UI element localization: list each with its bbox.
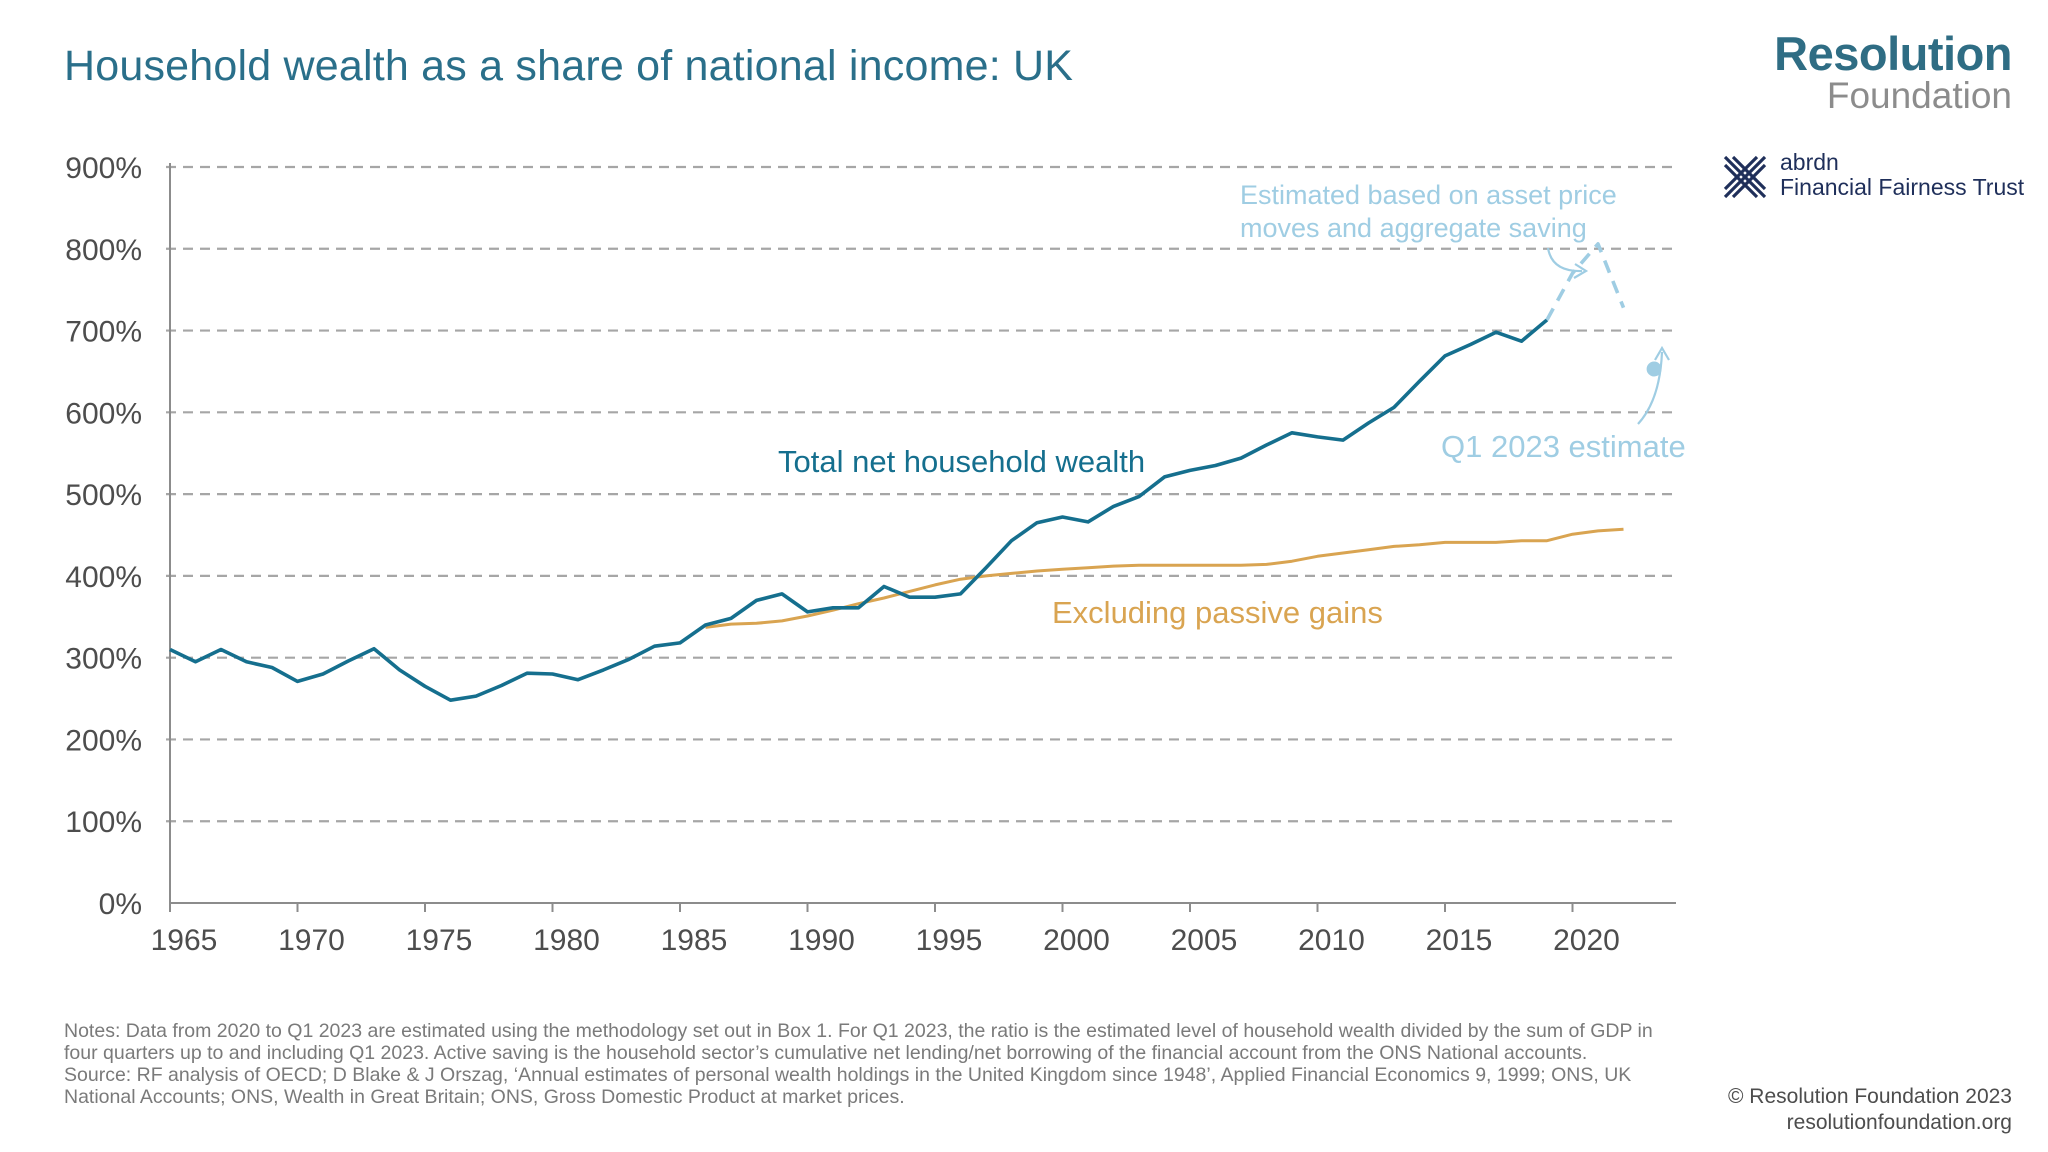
- website-link[interactable]: resolutionfoundation.org: [1786, 1111, 2012, 1135]
- x-tick-label: 2010: [1298, 924, 1365, 957]
- y-tick-label: 900%: [65, 152, 142, 185]
- arrow-estimated-head: [1573, 263, 1589, 279]
- abrdn-name: abrdn: [1780, 149, 1839, 175]
- x-tick-label: 2005: [1171, 924, 1238, 957]
- copyright-block: © Resolution Foundation 2023 resolutionf…: [1728, 1084, 2012, 1137]
- resolution-foundation-logo: Resolution Foundation: [1774, 30, 2012, 114]
- chart-title: Household wealth as a share of national …: [64, 42, 1074, 90]
- y-tick-label: 400%: [65, 561, 142, 594]
- data-point-q1-2023-estimate: [1646, 361, 1662, 377]
- y-tick-label: 200%: [65, 724, 142, 757]
- y-tick-label: 700%: [65, 316, 142, 349]
- copyright-text: © Resolution Foundation 2023: [1727, 1085, 2012, 1108]
- rf-logo-bottom: Foundation: [1826, 75, 2012, 116]
- series-line-excluding-passive-gains: [705, 527, 1624, 629]
- x-tick-label: 2020: [1553, 924, 1620, 957]
- arrow-estimated: [1546, 247, 1583, 273]
- x-tick-label: 1970: [278, 924, 345, 957]
- arrow-q1-head: [1654, 345, 1670, 361]
- annotation-estimated-line2: moves and aggregate saving: [1240, 213, 1587, 243]
- annotation-total-net-household-wealth: Total net household wealth: [778, 444, 1145, 479]
- arrow-q1: [1637, 351, 1664, 425]
- y-tick-label: 500%: [65, 479, 142, 512]
- x-tick-label: 1975: [406, 924, 473, 957]
- x-tick-label: 2000: [1043, 924, 1110, 957]
- x-tick-label: 1965: [151, 924, 218, 957]
- annotation-excluding-passive-gains: Excluding passive gains: [1052, 595, 1383, 630]
- y-tick-label: 800%: [65, 234, 142, 267]
- series-line-estimated: [1545, 242, 1626, 321]
- x-tick-label: 2015: [1426, 924, 1493, 957]
- abrdn-trust-name: Financial Fairness Trust: [1780, 174, 2025, 201]
- series-line-total-net-household-wealth: [169, 318, 1549, 702]
- x-tick-label: 1990: [788, 924, 855, 957]
- abrdn-cross-icon: [1723, 155, 1767, 199]
- notes-text: Notes: Data from 2020 to Q1 2023 are est…: [64, 1020, 1653, 1065]
- y-tick-label: 600%: [65, 397, 142, 430]
- annotation-q1-2023-estimate: Q1 2023 estimate: [1441, 429, 1686, 464]
- x-tick-label: 1995: [916, 924, 983, 957]
- chart-notes: Notes: Data from 2020 to Q1 2023 are est…: [64, 1020, 1684, 1108]
- y-tick-label: 300%: [65, 643, 142, 676]
- x-tick-label: 1980: [533, 924, 600, 957]
- annotation-estimated-line1: Estimated based on asset price: [1240, 180, 1617, 210]
- y-tick-label: 0%: [99, 888, 142, 921]
- source-text: Source: RF analysis of OECD; D Blake & J…: [64, 1064, 1632, 1109]
- rf-logo-top: Resolution: [1774, 27, 2012, 80]
- y-tick-label: 100%: [65, 806, 142, 839]
- abrdn-logo: abrdn Financial Fairness Trust: [1722, 149, 2025, 201]
- x-tick-label: 1985: [661, 924, 728, 957]
